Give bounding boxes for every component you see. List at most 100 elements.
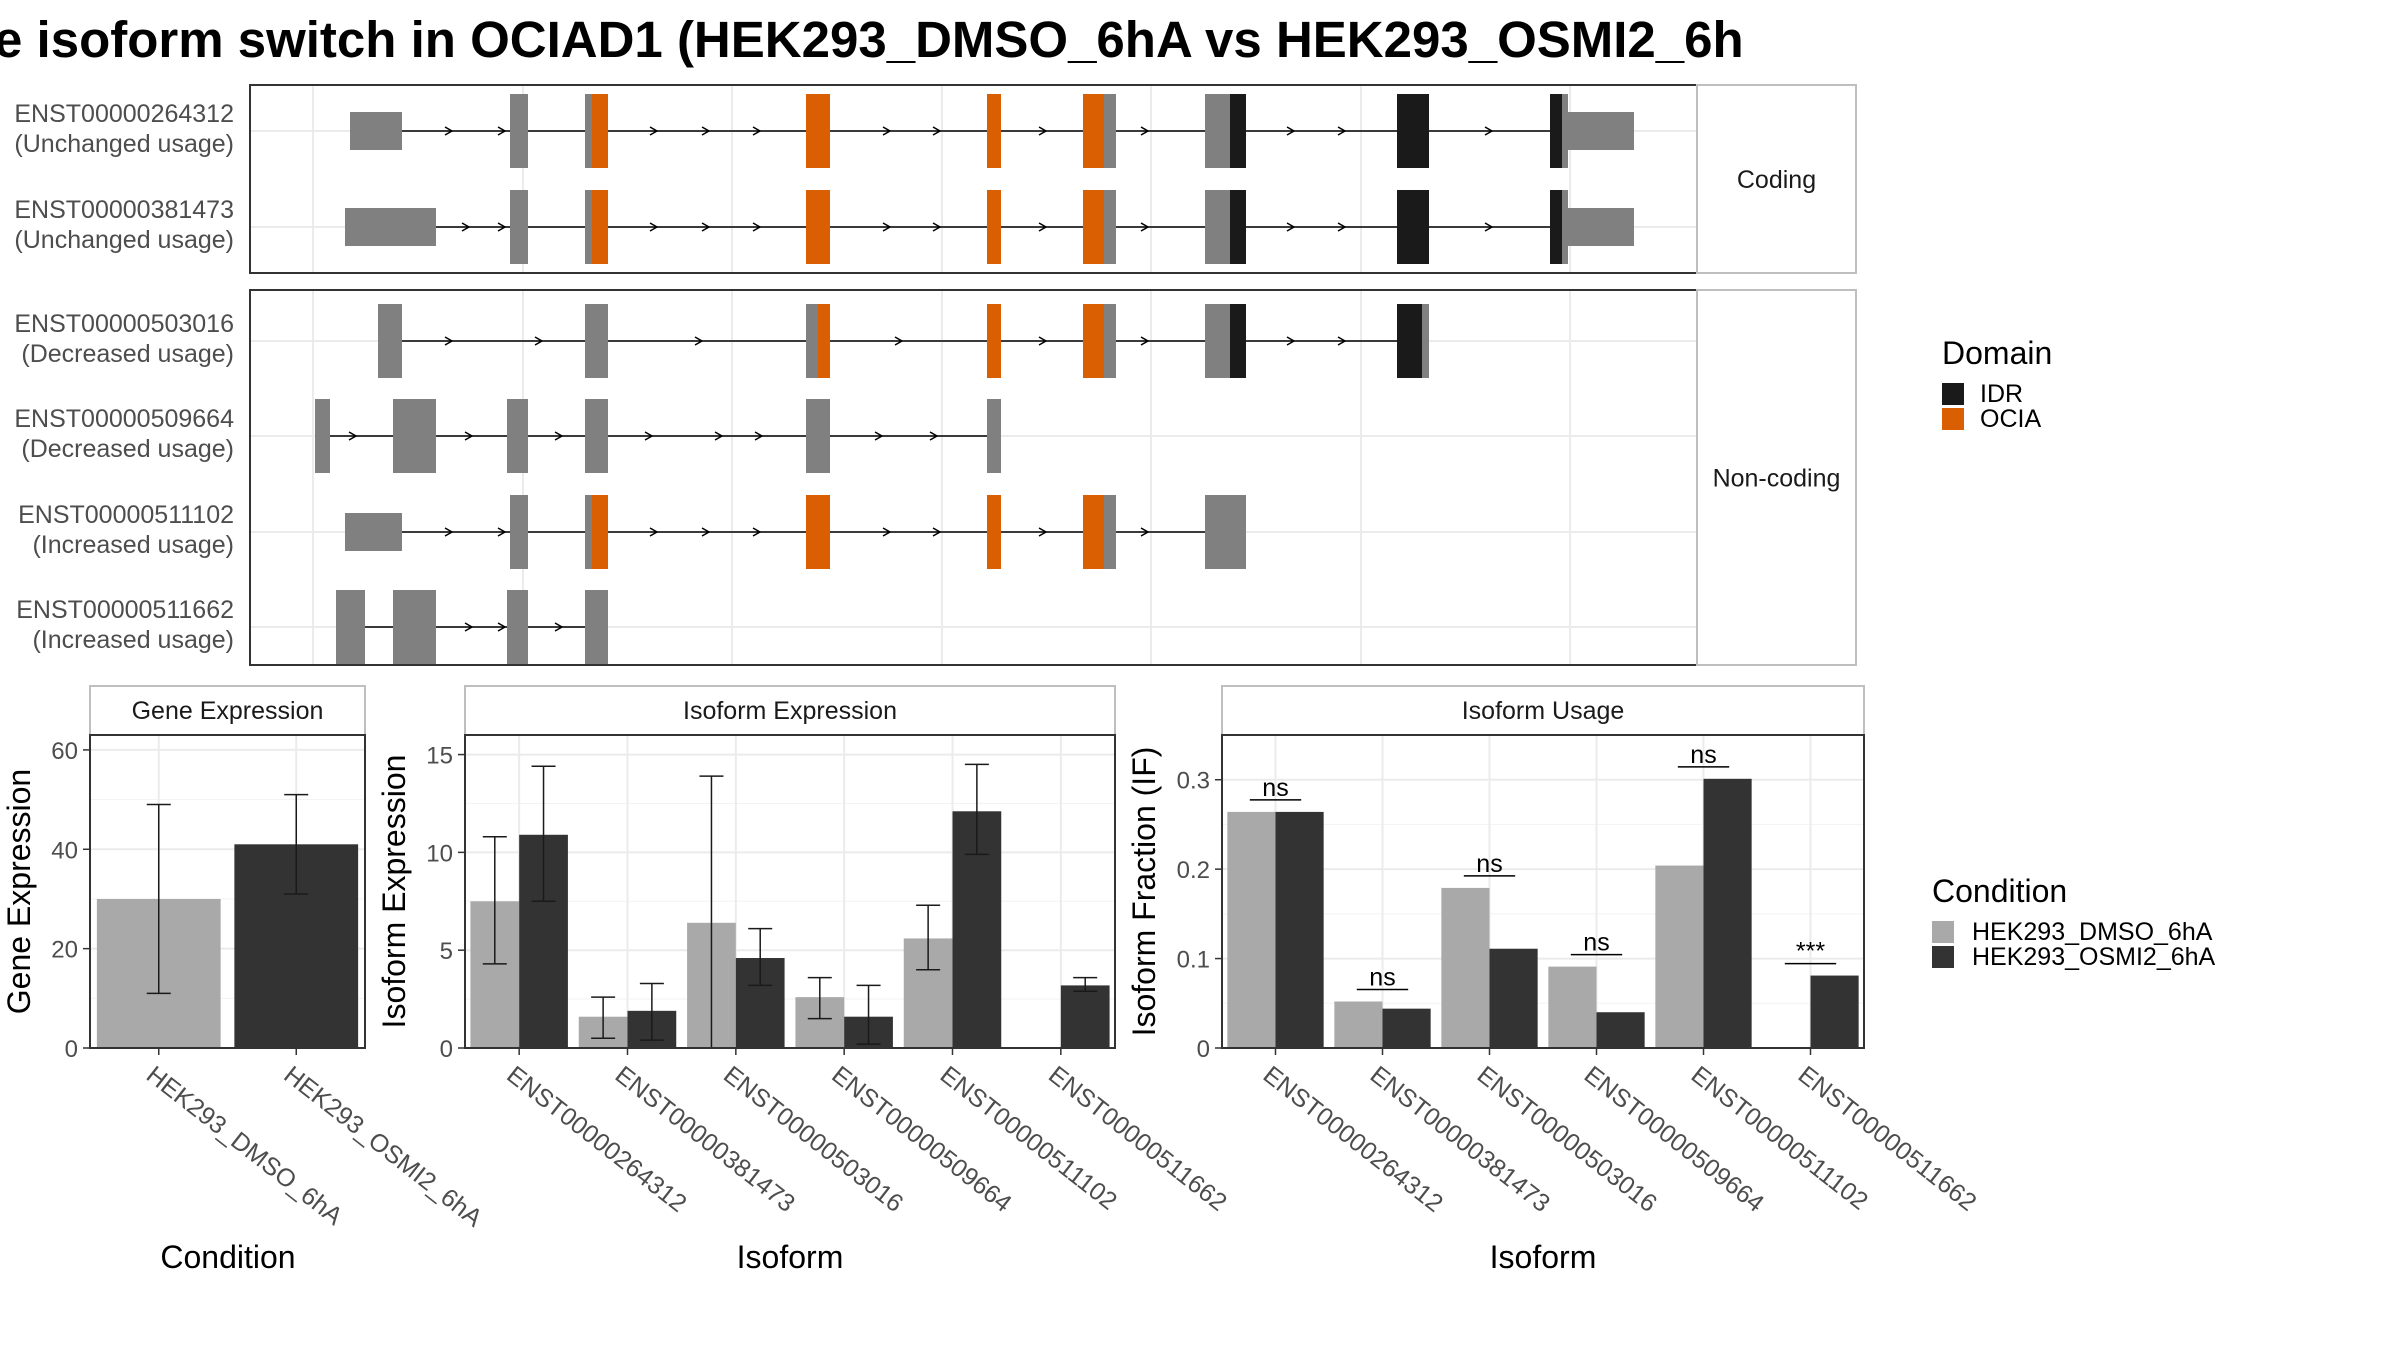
- intron-arrow: [1038, 222, 1048, 232]
- x-tick-label: ENST00000503016: [718, 1061, 908, 1218]
- y-tick-label: 40: [51, 837, 78, 864]
- bar: [1548, 966, 1597, 1048]
- ocia-domain: [987, 495, 1001, 569]
- structure-strip: [1696, 289, 1857, 666]
- y-tick-label: 0.3: [1177, 768, 1210, 795]
- intron-arrow: [649, 222, 659, 232]
- ocia-domain: [987, 190, 1001, 264]
- ocia-domain: [806, 495, 830, 569]
- intron-arrow: [1484, 222, 1494, 232]
- exon: [1568, 112, 1634, 150]
- exon: [350, 112, 402, 150]
- intron-arrow: [1337, 336, 1347, 346]
- intron-arrow: [497, 222, 507, 232]
- legend-label: HEK293_DMSO_6hA: [1972, 918, 2213, 946]
- chart-title: Isoform Expression: [683, 697, 897, 725]
- idr-domain: [1550, 190, 1562, 264]
- intron-arrow: [754, 431, 764, 441]
- legend-condition-title: Condition: [1932, 873, 2067, 909]
- chart-panel-border: [464, 734, 1116, 1049]
- intron-arrow: [1038, 527, 1048, 537]
- intron-arrow: [932, 527, 942, 537]
- chart-title: Gene Expression: [132, 697, 324, 725]
- legend-swatch: [1932, 921, 1954, 943]
- structure-panel-border: [249, 84, 1698, 274]
- intron-arrow: [1286, 336, 1296, 346]
- ocia-domain: [1083, 190, 1104, 264]
- x-tick-label: ENST00000511662: [1043, 1061, 1232, 1217]
- y-tick-label: 0: [65, 1036, 78, 1063]
- legend-label: OCIA: [1980, 405, 2041, 433]
- exon: [1104, 495, 1116, 569]
- x-axis-label: Condition: [160, 1239, 295, 1275]
- idr-domain: [1397, 304, 1422, 378]
- intron-arrow: [464, 431, 474, 441]
- intron-arrow: [1286, 126, 1296, 136]
- structure-strip: [1696, 84, 1857, 274]
- intron-arrow: [932, 222, 942, 232]
- idr-domain: [1397, 190, 1429, 264]
- y-tick-label: 10: [426, 840, 453, 867]
- intron-arrow: [932, 126, 942, 136]
- intron-arrow: [1140, 126, 1150, 136]
- intron-arrow: [1286, 222, 1296, 232]
- intron-arrow: [497, 126, 507, 136]
- y-axis-label: Gene Expression: [1, 769, 37, 1014]
- intron-arrow: [1484, 126, 1494, 136]
- structure-strip-label: Non-coding: [1713, 465, 1841, 493]
- intron-arrow: [1038, 336, 1048, 346]
- bar: [1334, 1001, 1383, 1048]
- intron-arrow: [649, 527, 659, 537]
- intron-arrow: [882, 527, 892, 537]
- ocia-domain: [806, 94, 830, 168]
- exon: [1205, 190, 1230, 264]
- y-tick-label: 20: [51, 937, 78, 964]
- significance-label: ns: [1262, 774, 1288, 802]
- ocia-domain: [818, 304, 830, 378]
- structure-panel-border: [249, 289, 1698, 666]
- intron-arrow: [701, 126, 711, 136]
- legend-label: HEK293_OSMI2_6hA: [1972, 943, 2216, 971]
- exon: [507, 590, 528, 664]
- ocia-domain: [987, 94, 1001, 168]
- exon: [345, 513, 402, 551]
- exon: [510, 190, 528, 264]
- intron-arrow: [1140, 527, 1150, 537]
- intron-arrow: [444, 336, 454, 346]
- ocia-domain: [1083, 304, 1104, 378]
- exon: [510, 94, 528, 168]
- significance-label: ns: [1369, 963, 1395, 991]
- intron-arrow: [348, 431, 358, 441]
- y-tick-label: 0: [440, 1036, 453, 1063]
- intron-arrow: [929, 431, 939, 441]
- intron-arrow: [461, 222, 471, 232]
- exon: [1562, 94, 1568, 168]
- intron-arrow: [882, 126, 892, 136]
- intron-arrow: [444, 527, 454, 537]
- exon: [1205, 304, 1230, 378]
- transcript-status-label: (Increased usage): [32, 531, 234, 559]
- transcript-id-label: ENST00000503016: [14, 310, 234, 338]
- intron-arrow: [534, 336, 544, 346]
- exon: [1562, 190, 1568, 264]
- exon: [585, 304, 608, 378]
- x-tick-label: ENST00000381473: [1365, 1061, 1555, 1218]
- x-axis-label: Isoform: [737, 1239, 844, 1275]
- x-tick-label: ENST00000511102: [1686, 1061, 1873, 1216]
- idr-domain: [1230, 190, 1246, 264]
- chart-panel-border: [89, 734, 366, 1049]
- exon: [336, 590, 365, 664]
- chart-strip: [1221, 685, 1865, 736]
- exon: [393, 399, 436, 473]
- exon: [585, 94, 592, 168]
- ocia-domain: [1083, 495, 1104, 569]
- x-tick-label: ENST00000511662: [1793, 1061, 1982, 1217]
- exon: [806, 304, 818, 378]
- bar: [1275, 811, 1324, 1048]
- bar: [1703, 778, 1752, 1048]
- x-tick-label: ENST00000381473: [610, 1061, 800, 1218]
- transcript-status-label: (Decreased usage): [21, 435, 234, 463]
- bar: [1441, 887, 1490, 1048]
- legend-label: IDR: [1980, 380, 2023, 408]
